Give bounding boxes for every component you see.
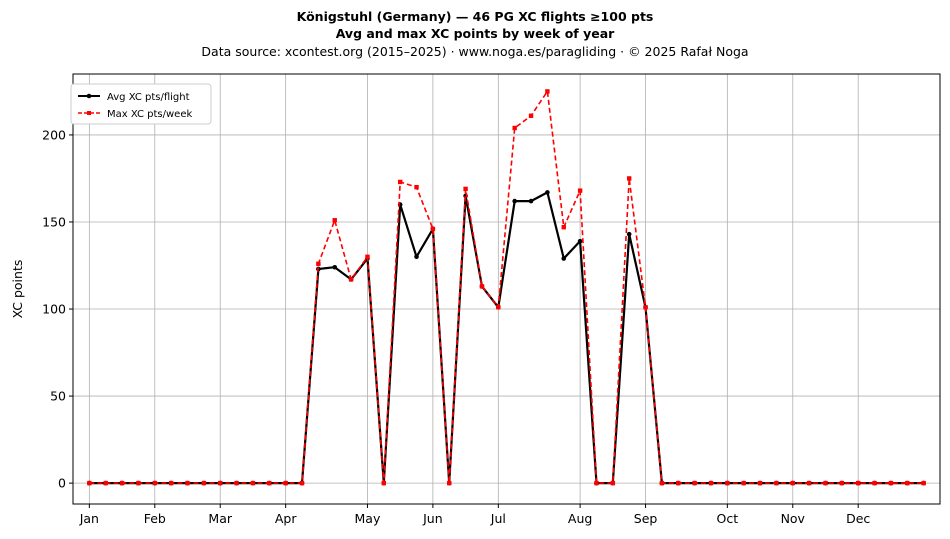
series-point-1 bbox=[643, 305, 648, 310]
x-tick-label: Mar bbox=[208, 511, 232, 526]
series-point-1 bbox=[119, 480, 125, 486]
legend-max-marker bbox=[87, 111, 91, 115]
series-point-1 bbox=[381, 480, 387, 486]
series-point-0 bbox=[414, 254, 419, 260]
series-point-1 bbox=[201, 480, 207, 486]
legend-avg-label: Avg XC pts/flight bbox=[107, 92, 190, 103]
x-tick-label: Jul bbox=[490, 511, 506, 526]
series-point-1 bbox=[888, 480, 894, 486]
series-point-1 bbox=[299, 480, 305, 486]
series-point-1 bbox=[561, 224, 566, 230]
series-point-1 bbox=[332, 218, 337, 223]
series-point-1 bbox=[103, 480, 108, 486]
series-line-1 bbox=[89, 90, 924, 484]
x-axis-ticks: Jan Feb Mar Apr May Jun Jul Aug Sep Oct Nov Dec bbox=[79, 504, 870, 526]
y-axis-ticks: 0 50 100 150 200 bbox=[42, 127, 73, 491]
series-point-1 bbox=[283, 480, 288, 486]
series-point-1 bbox=[839, 480, 845, 486]
series-point-1 bbox=[806, 480, 812, 486]
plot-frame bbox=[72, 73, 941, 505]
series-point-1 bbox=[316, 261, 321, 266]
series-point-0 bbox=[332, 264, 338, 270]
series-point-1 bbox=[741, 480, 746, 486]
x-tick-label: Jun bbox=[422, 511, 443, 526]
series-point-0 bbox=[561, 256, 567, 261]
series-point-1 bbox=[708, 480, 714, 486]
series-point-1 bbox=[823, 480, 828, 486]
chart-source: Data source: xcontest.org (2015–2025) · … bbox=[201, 44, 748, 59]
series-point-0 bbox=[577, 238, 583, 244]
series-point-1 bbox=[365, 254, 370, 259]
chart-subtitle: Avg and max XC points by week of year bbox=[336, 26, 615, 41]
series-point-1 bbox=[218, 480, 223, 486]
y-axis-label: XC points bbox=[10, 260, 25, 319]
x-tick-label: Sep bbox=[634, 511, 658, 526]
series-point-0 bbox=[545, 190, 550, 195]
x-tick-label: May bbox=[355, 511, 381, 526]
series-point-1 bbox=[626, 176, 632, 181]
chart-title: Königstuhl (Germany) — 46 PG XC flights … bbox=[297, 9, 654, 24]
series-point-1 bbox=[577, 188, 583, 193]
series-point-0 bbox=[512, 198, 517, 204]
series-point-1 bbox=[528, 113, 534, 118]
series-point-1 bbox=[496, 305, 501, 310]
series-point-1 bbox=[152, 480, 157, 486]
series-point-0 bbox=[626, 231, 632, 237]
x-tick-label: Aug bbox=[568, 511, 592, 526]
legend: Avg XC pts/flight Max XC pts/week bbox=[70, 83, 212, 125]
series-point-1 bbox=[479, 284, 485, 289]
series-point-1 bbox=[905, 480, 910, 486]
series-point-0 bbox=[528, 198, 534, 204]
x-tick-label: Feb bbox=[144, 511, 166, 526]
series-point-1 bbox=[725, 480, 730, 486]
series-point-1 bbox=[87, 480, 92, 486]
series-point-1 bbox=[774, 480, 779, 486]
y-tick-label: 0 bbox=[58, 476, 66, 491]
series-point-1 bbox=[676, 480, 681, 486]
series-point-1 bbox=[512, 125, 517, 131]
series-point-1 bbox=[610, 480, 616, 486]
series-point-1 bbox=[545, 89, 550, 94]
y-tick-label: 50 bbox=[50, 389, 66, 404]
y-tick-label: 100 bbox=[42, 302, 66, 317]
series-point-1 bbox=[463, 186, 468, 192]
series-point-1 bbox=[234, 480, 239, 486]
series-point-1 bbox=[856, 480, 861, 486]
x-tick-label: Nov bbox=[781, 511, 806, 526]
y-tick-label: 200 bbox=[42, 127, 66, 142]
series-point-1 bbox=[447, 480, 452, 486]
y-tick-label: 150 bbox=[42, 214, 66, 229]
series-point-1 bbox=[659, 480, 665, 486]
series-point-1 bbox=[594, 480, 599, 486]
series-point-1 bbox=[692, 480, 697, 486]
series-layer bbox=[87, 89, 926, 486]
series-line-0 bbox=[89, 191, 924, 485]
series-point-1 bbox=[397, 179, 403, 185]
legend-max-label: Max XC pts/week bbox=[107, 109, 192, 120]
legend-avg-marker bbox=[86, 93, 92, 99]
series-point-1 bbox=[790, 480, 795, 486]
series-point-1 bbox=[267, 480, 272, 486]
grid-lines bbox=[73, 74, 940, 504]
series-point-1 bbox=[185, 480, 190, 486]
x-tick-label: Apr bbox=[275, 511, 297, 526]
series-point-1 bbox=[348, 277, 354, 282]
x-tick-label: Jan bbox=[79, 511, 99, 526]
series-point-1 bbox=[430, 226, 436, 232]
series-point-1 bbox=[921, 480, 926, 486]
series-point-1 bbox=[136, 480, 141, 486]
series-point-1 bbox=[757, 480, 763, 486]
legend-box bbox=[70, 83, 212, 125]
x-tick-label: Oct bbox=[717, 511, 739, 526]
series-point-1 bbox=[168, 480, 174, 486]
series-point-1 bbox=[250, 480, 256, 486]
x-tick-label: Dec bbox=[846, 511, 870, 526]
series-point-1 bbox=[414, 184, 419, 190]
series-point-1 bbox=[872, 480, 877, 486]
